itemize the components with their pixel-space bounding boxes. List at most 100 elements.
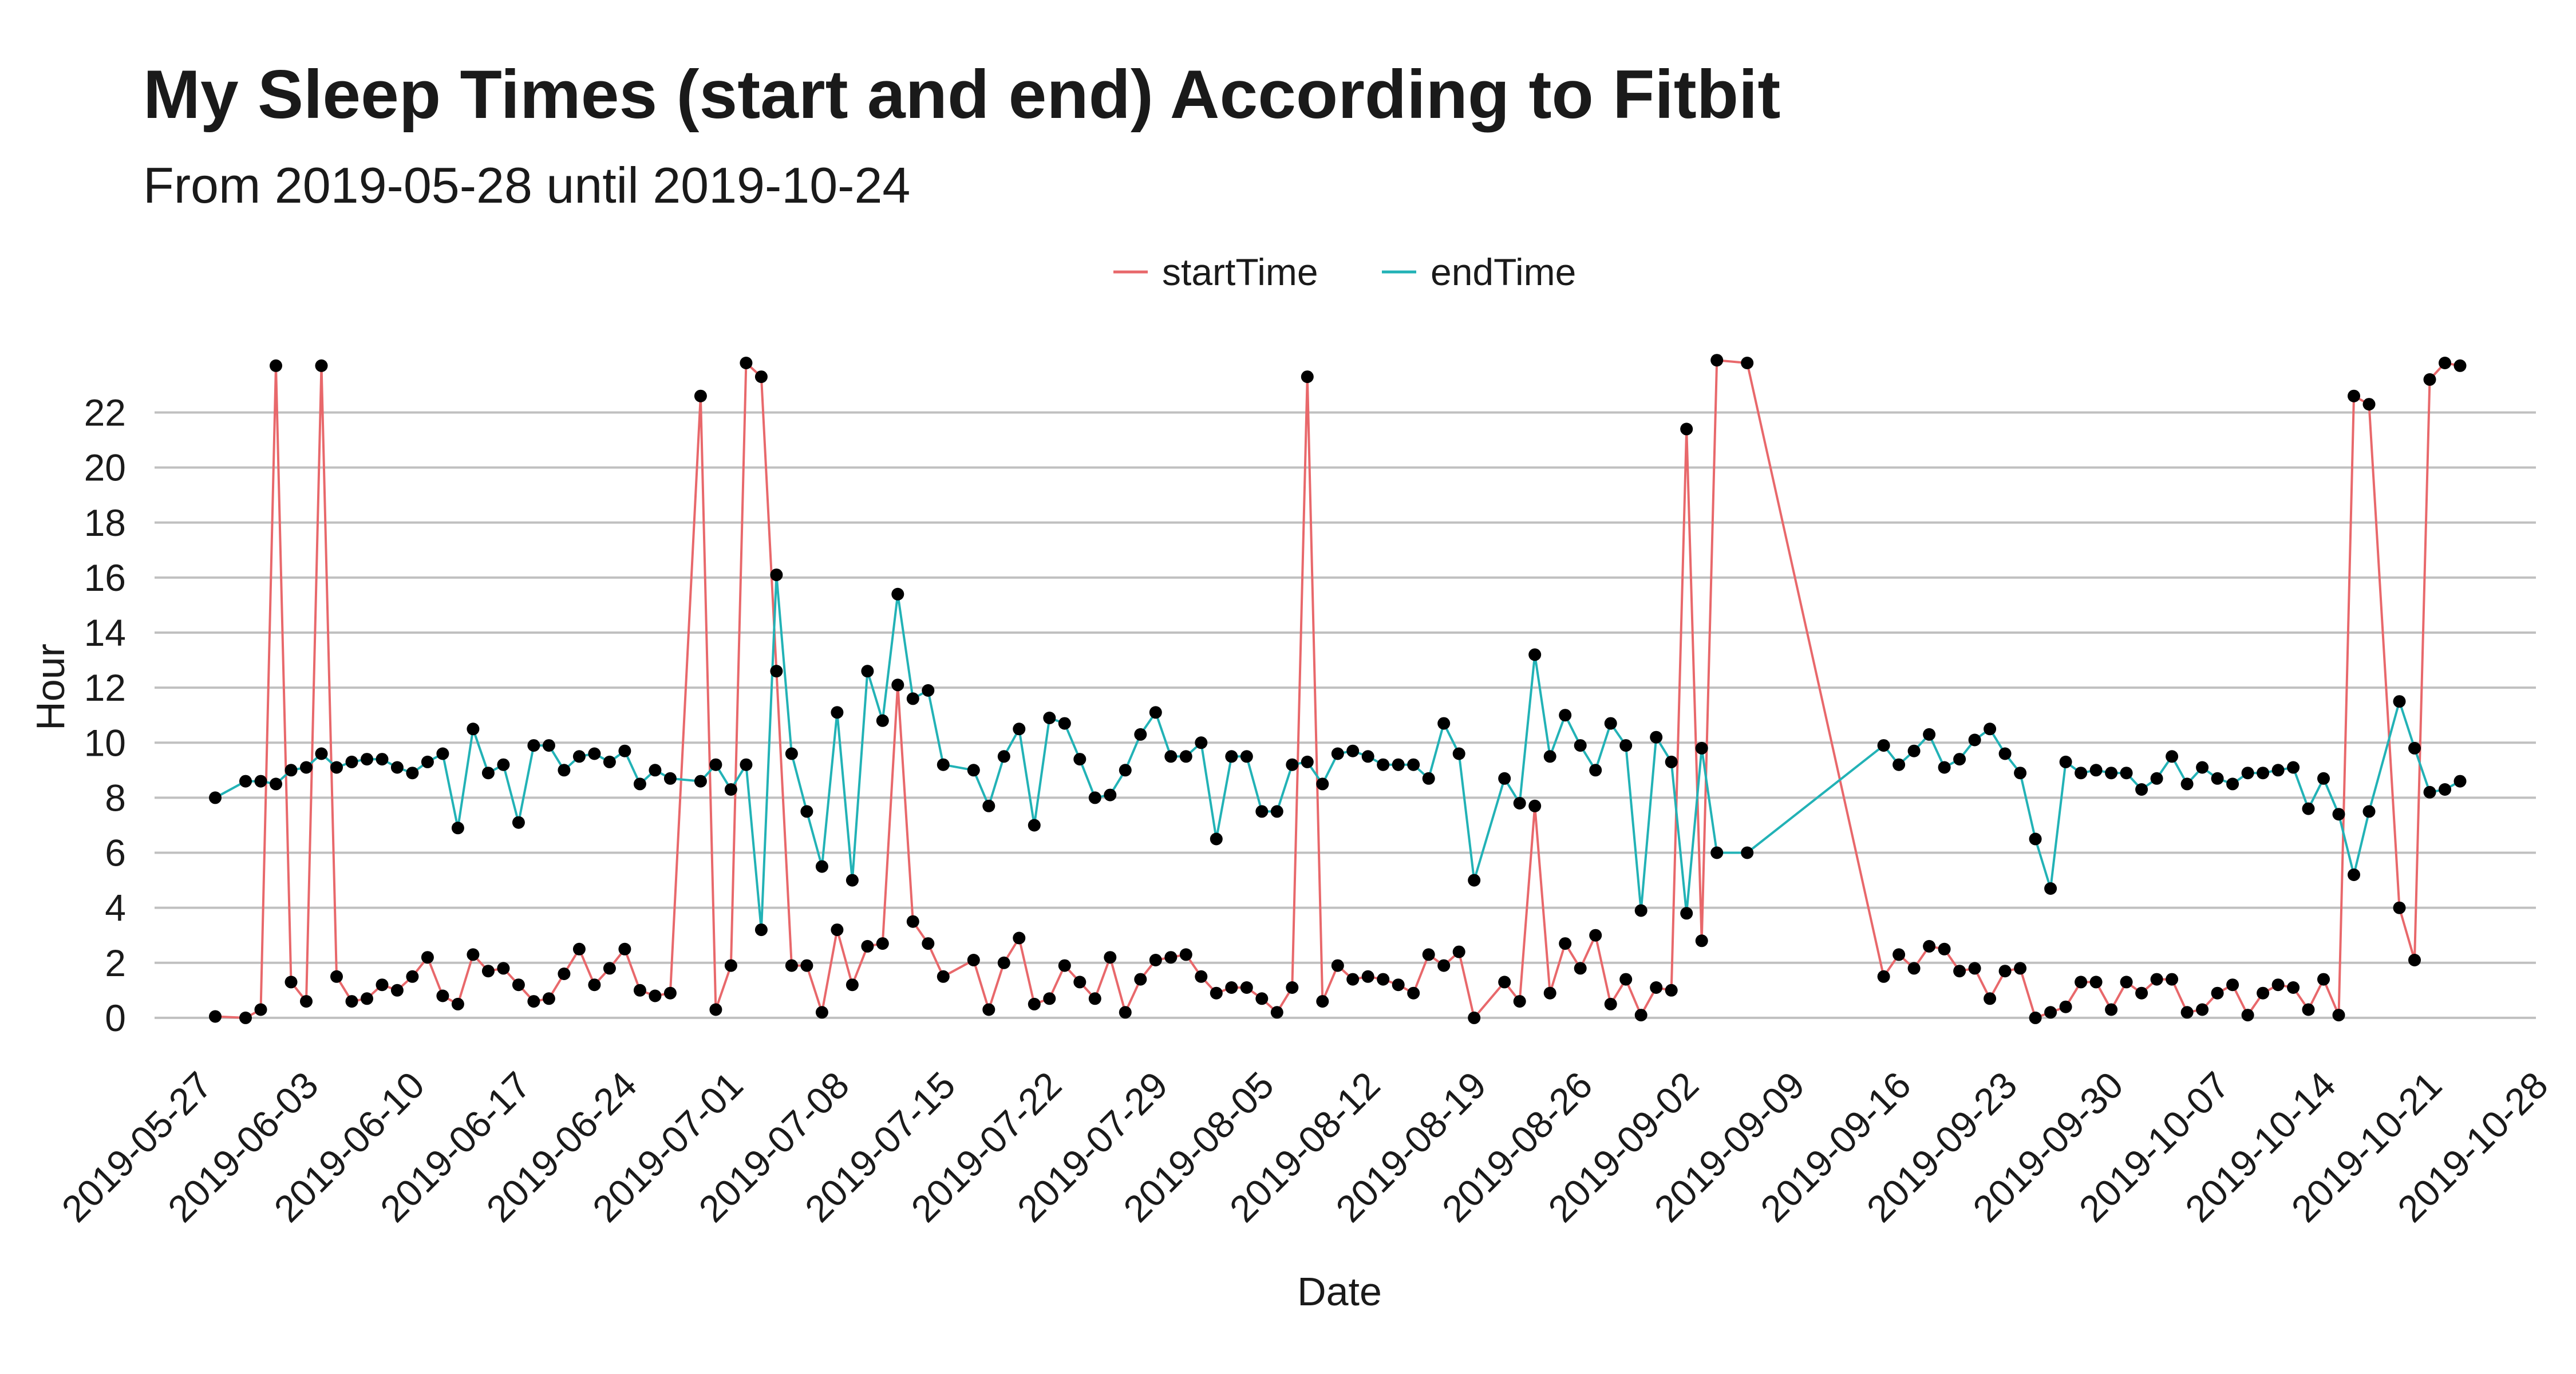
- data-point-startTime: [2180, 1006, 2194, 1019]
- data-point-endTime: [1286, 758, 1299, 771]
- data-point-startTime: [754, 370, 768, 384]
- data-point-startTime: [1559, 937, 1572, 950]
- data-point-endTime: [1604, 717, 1617, 730]
- data-point-endTime: [572, 750, 586, 763]
- data-point-endTime: [1179, 750, 1192, 763]
- data-point-startTime: [1134, 973, 1147, 986]
- data-point-startTime: [1498, 976, 1511, 989]
- data-point-endTime: [1058, 717, 1071, 730]
- data-point-startTime: [1225, 981, 1238, 994]
- data-point-startTime: [1665, 984, 1678, 997]
- data-point-startTime: [2271, 978, 2285, 992]
- data-point-endTime: [815, 860, 828, 873]
- data-point-startTime: [542, 992, 555, 1005]
- data-point-endTime: [1104, 788, 1117, 802]
- data-point-endTime: [1741, 846, 1754, 859]
- data-point-startTime: [1164, 951, 1178, 964]
- data-point-endTime: [1270, 805, 1283, 818]
- data-point-endTime: [1195, 736, 1208, 749]
- data-point-endTime: [2439, 783, 2451, 796]
- data-point-endTime: [2453, 775, 2467, 788]
- x-axis-label: Date: [1297, 1269, 1382, 1314]
- data-point-startTime: [1468, 1011, 1481, 1024]
- data-point-endTime: [254, 775, 267, 788]
- y-tick-label: 4: [105, 887, 126, 929]
- data-point-endTime: [724, 783, 737, 796]
- data-point-startTime: [2196, 1003, 2209, 1016]
- data-point-endTime: [2150, 772, 2163, 785]
- data-point-endTime: [270, 777, 282, 791]
- data-point-endTime: [618, 744, 631, 757]
- data-point-startTime: [1331, 959, 1344, 972]
- data-point-endTime: [1392, 758, 1405, 771]
- data-point-endTime: [663, 772, 677, 785]
- y-tick-label: 0: [105, 997, 126, 1039]
- data-point-startTime: [1088, 992, 1101, 1005]
- data-point-startTime: [2241, 1009, 2254, 1022]
- data-point-startTime: [649, 989, 662, 1002]
- data-point-endTime: [1301, 755, 1314, 768]
- data-point-endTime: [2302, 802, 2315, 815]
- y-tick-label: 18: [84, 502, 126, 544]
- y-gridlines: [155, 411, 2536, 1019]
- data-point-startTime: [1634, 1009, 1647, 1022]
- data-point-endTime: [1240, 750, 1253, 763]
- data-point-endTime: [1680, 907, 1693, 920]
- data-point-startTime: [740, 357, 753, 369]
- data-point-startTime: [1968, 962, 1981, 975]
- data-point-startTime: [572, 942, 586, 956]
- data-point-endTime: [846, 874, 859, 887]
- data-point-startTime: [906, 915, 919, 928]
- data-point-startTime: [663, 986, 677, 1000]
- data-point-endTime: [1331, 747, 1344, 760]
- data-point-startTime: [1938, 942, 1951, 956]
- data-point-endTime: [2257, 767, 2270, 780]
- data-point-startTime: [239, 1011, 252, 1024]
- data-point-endTime: [1984, 722, 1997, 736]
- data-point-startTime: [815, 1006, 828, 1019]
- data-point-endTime: [1422, 772, 1435, 785]
- data-point-startTime: [694, 389, 707, 402]
- data-point-startTime: [1028, 997, 1041, 1010]
- data-point-endTime: [1119, 764, 1132, 777]
- data-point-endTime: [558, 764, 571, 777]
- data-point-startTime: [2408, 954, 2421, 966]
- data-point-startTime: [1923, 939, 1936, 953]
- data-point-startTime: [558, 968, 571, 980]
- data-point-endTime: [997, 750, 1010, 763]
- data-point-endTime: [1468, 874, 1481, 887]
- data-point-startTime: [633, 984, 646, 997]
- data-point-endTime: [1923, 728, 1936, 741]
- data-point-endTime: [2211, 772, 2224, 785]
- data-point-endTime: [1907, 744, 1921, 757]
- data-point-endTime: [1073, 753, 1086, 766]
- data-point-startTime: [270, 359, 282, 372]
- data-point-startTime: [800, 959, 813, 972]
- data-point-endTime: [361, 753, 373, 766]
- data-point-endTime: [1938, 761, 1951, 774]
- data-point-startTime: [2105, 1003, 2118, 1016]
- data-point-startTime: [2332, 1009, 2345, 1022]
- data-point-endTime: [1528, 648, 1542, 661]
- data-point-startTime: [2014, 962, 2027, 975]
- data-point-endTime: [1316, 777, 1329, 791]
- data-point-startTime: [1589, 929, 1602, 942]
- data-point-startTime: [2423, 373, 2436, 386]
- data-point-startTime: [1255, 992, 1269, 1005]
- legend: startTime endTime: [1113, 251, 1576, 293]
- data-point-endTime: [1998, 747, 2012, 760]
- data-point-startTime: [2257, 986, 2270, 1000]
- data-point-startTime: [1710, 354, 1724, 367]
- data-point-endTime: [1088, 791, 1101, 804]
- data-point-endTime: [2317, 772, 2330, 785]
- data-point-startTime: [2393, 901, 2406, 914]
- data-point-endTime: [1255, 805, 1269, 818]
- data-point-startTime: [982, 1003, 995, 1016]
- data-point-startTime: [451, 997, 464, 1010]
- data-point-endTime: [754, 923, 768, 937]
- data-point-endTime: [876, 714, 889, 727]
- data-point-startTime: [891, 678, 904, 692]
- chart-title: My Sleep Times (start and end) According…: [143, 56, 1781, 133]
- y-tick-label: 2: [105, 942, 126, 984]
- data-point-endTime: [315, 747, 328, 760]
